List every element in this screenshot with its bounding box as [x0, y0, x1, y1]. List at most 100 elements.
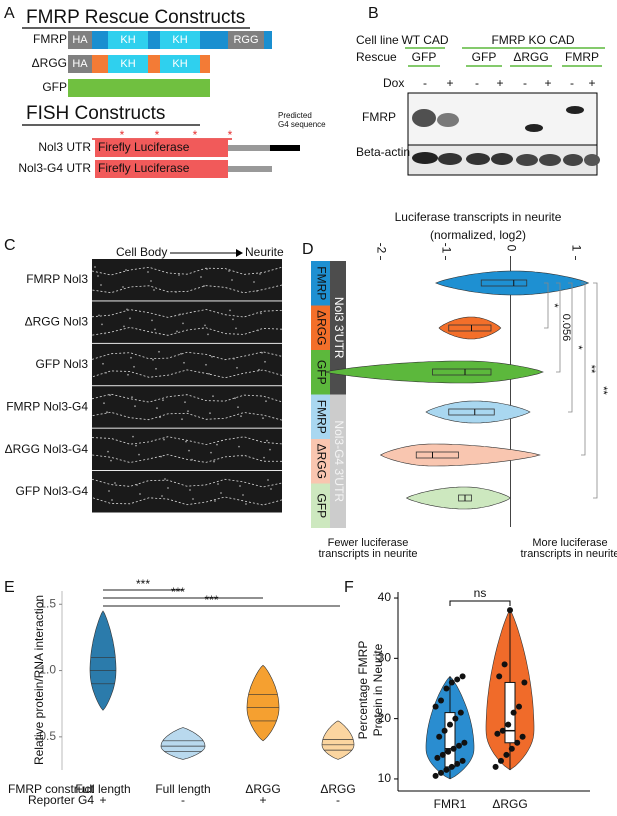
x-tick-label: ΔRGG	[245, 782, 280, 796]
sig-bracket	[449, 600, 511, 606]
domain-label: RGG	[233, 34, 258, 46]
gfp-bar	[68, 79, 210, 97]
puncta	[108, 490, 110, 492]
y-axis-label: Relative protein/RNA interaction	[32, 595, 46, 765]
annotation: transcripts in neurite	[318, 548, 417, 560]
puncta	[179, 313, 181, 316]
dox-sign: -	[475, 76, 479, 90]
puncta	[132, 435, 134, 438]
puncta	[126, 308, 128, 311]
puncta	[262, 417, 264, 420]
annotation: More luciferase	[532, 537, 607, 549]
rescue: GFP	[412, 50, 437, 64]
puncta	[185, 440, 187, 443]
row-label: FMRP construct	[8, 782, 94, 796]
data-point	[438, 697, 444, 704]
data-point	[456, 742, 462, 749]
puncta	[161, 495, 163, 497]
x-tick-label: Full length	[75, 782, 130, 796]
panel-label: D	[302, 241, 314, 258]
puncta	[187, 410, 189, 413]
luciferase-label: Firefly Luciferase	[98, 140, 190, 154]
puncta	[265, 400, 267, 403]
cell-outline	[91, 351, 283, 379]
puncta	[259, 273, 261, 275]
domain-label: HA	[72, 34, 88, 46]
data-point	[514, 739, 521, 746]
puncta	[133, 365, 135, 368]
cell-outline	[91, 309, 283, 336]
band	[584, 154, 600, 166]
box	[432, 368, 492, 376]
sig-label: ns	[474, 586, 487, 600]
stratum-strip	[330, 261, 346, 395]
puncta	[164, 478, 166, 480]
puncta	[127, 373, 129, 376]
construct-name: ΔRGG	[32, 56, 67, 70]
sig-label: **	[597, 386, 609, 395]
data-point	[505, 721, 512, 728]
sig-label: **	[585, 365, 597, 374]
band	[412, 109, 436, 127]
band	[438, 153, 462, 165]
luciferase-label: Firefly Luciferase	[98, 161, 190, 175]
group-label: FMRP	[314, 400, 328, 434]
cell-outline	[91, 436, 283, 463]
group-strip	[311, 439, 330, 484]
rescue: ΔRGG	[513, 50, 548, 64]
puncta	[206, 268, 208, 270]
micrograph	[92, 386, 282, 428]
violin	[89, 610, 117, 711]
kh-box	[160, 55, 200, 73]
data-point	[454, 676, 461, 683]
puncta	[217, 483, 219, 485]
g4-note: Predicted	[278, 111, 312, 120]
band	[491, 153, 513, 165]
puncta	[238, 445, 240, 448]
violin	[325, 360, 544, 384]
violin	[321, 720, 355, 760]
puncta	[189, 489, 191, 491]
data-point	[457, 709, 464, 716]
row-label: Rescue	[356, 50, 397, 64]
puncta	[102, 362, 104, 365]
sig-bracket	[568, 282, 573, 413]
group-strip	[311, 305, 330, 350]
band	[437, 113, 459, 127]
g4-asterisk: *	[228, 128, 233, 142]
panel-label: C	[4, 237, 16, 254]
micrograph	[92, 343, 282, 386]
sig-label: 0.056	[560, 314, 572, 342]
y-tick-label: 10	[378, 771, 392, 785]
puncta	[191, 458, 193, 461]
puncta	[106, 411, 108, 414]
puncta	[104, 332, 106, 335]
row-label: ΔRGG Nol3	[25, 315, 89, 329]
domain-label: KH	[120, 58, 135, 70]
puncta	[111, 499, 113, 501]
construct-name: GFP	[42, 80, 67, 94]
stratum-label: Nol3-G4 3'UTR	[332, 420, 346, 502]
puncta	[153, 289, 155, 291]
g4-asterisk: *	[120, 128, 125, 142]
puncta	[131, 396, 133, 399]
y-axis-label: Protein in Neurite	[371, 643, 385, 736]
data-point	[516, 703, 522, 710]
puncta	[258, 368, 260, 371]
cell-outline	[91, 393, 283, 421]
reporter-sign: +	[99, 793, 106, 807]
sig-label: ***	[171, 585, 185, 599]
puncta	[229, 309, 231, 312]
puncta	[210, 451, 212, 454]
puncta	[134, 405, 136, 408]
g4-asterisk: *	[155, 128, 160, 142]
data-point	[508, 745, 515, 752]
row-label: FMRP Nol3-G4	[6, 399, 88, 413]
dox-sign: +	[588, 76, 595, 90]
data-point	[501, 661, 508, 668]
ha-box	[68, 55, 92, 73]
group-label: FMRP	[314, 266, 328, 300]
micrograph	[92, 301, 282, 343]
row-label: GFP Nol3	[36, 357, 89, 371]
group-strip	[311, 394, 330, 439]
